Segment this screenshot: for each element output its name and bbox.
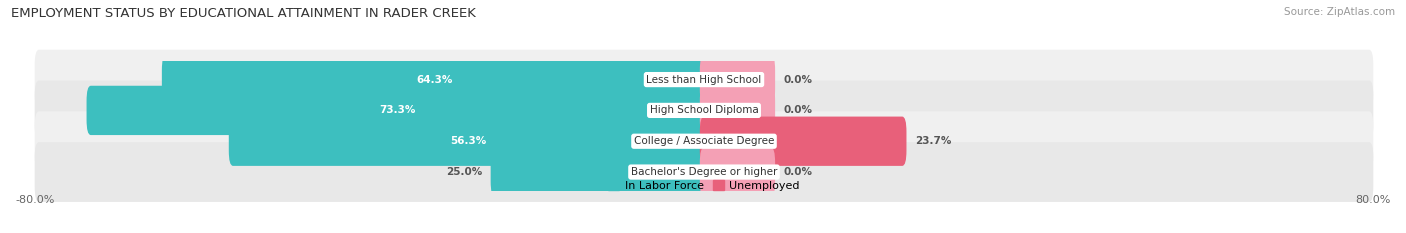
Text: 25.0%: 25.0% bbox=[446, 167, 482, 177]
Text: 64.3%: 64.3% bbox=[416, 75, 453, 85]
Text: 0.0%: 0.0% bbox=[783, 75, 813, 85]
FancyBboxPatch shape bbox=[700, 116, 907, 166]
Text: 23.7%: 23.7% bbox=[915, 136, 952, 146]
FancyBboxPatch shape bbox=[35, 142, 1374, 202]
Text: Bachelor's Degree or higher: Bachelor's Degree or higher bbox=[631, 167, 778, 177]
Text: 73.3%: 73.3% bbox=[380, 105, 416, 115]
Text: Source: ZipAtlas.com: Source: ZipAtlas.com bbox=[1284, 7, 1395, 17]
FancyBboxPatch shape bbox=[87, 86, 709, 135]
Text: College / Associate Degree: College / Associate Degree bbox=[634, 136, 775, 146]
FancyBboxPatch shape bbox=[162, 55, 709, 104]
FancyBboxPatch shape bbox=[35, 50, 1374, 110]
FancyBboxPatch shape bbox=[700, 86, 775, 135]
FancyBboxPatch shape bbox=[700, 55, 775, 104]
Text: 0.0%: 0.0% bbox=[783, 105, 813, 115]
Text: High School Diploma: High School Diploma bbox=[650, 105, 758, 115]
Text: 56.3%: 56.3% bbox=[450, 136, 486, 146]
Legend: In Labor Force, Unemployed: In Labor Force, Unemployed bbox=[603, 176, 804, 195]
FancyBboxPatch shape bbox=[491, 147, 709, 197]
FancyBboxPatch shape bbox=[35, 111, 1374, 171]
FancyBboxPatch shape bbox=[229, 116, 709, 166]
FancyBboxPatch shape bbox=[700, 147, 775, 197]
Text: 0.0%: 0.0% bbox=[783, 167, 813, 177]
Text: EMPLOYMENT STATUS BY EDUCATIONAL ATTAINMENT IN RADER CREEK: EMPLOYMENT STATUS BY EDUCATIONAL ATTAINM… bbox=[11, 7, 477, 20]
FancyBboxPatch shape bbox=[35, 81, 1374, 140]
Text: Less than High School: Less than High School bbox=[647, 75, 762, 85]
